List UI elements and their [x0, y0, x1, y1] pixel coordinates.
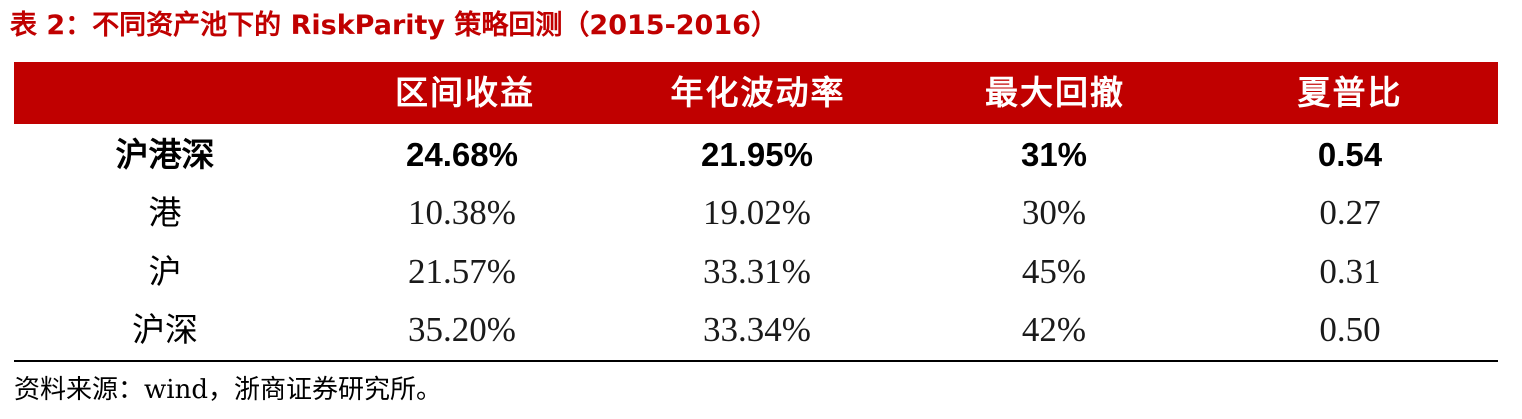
table-bottom-rule — [14, 360, 1498, 362]
cell-sharpe-ratio: 0.50 — [1319, 310, 1381, 349]
cell-max-drawdown: 30% — [1021, 193, 1087, 232]
cell-interval-return: 24.68% — [406, 136, 518, 173]
row-label: 港 — [148, 193, 182, 232]
header-annual-volatility: 年化波动率 — [670, 73, 846, 112]
cell-annual-volatility: 21.95% — [701, 136, 813, 173]
cell-interval-return: 10.38% — [408, 193, 516, 232]
header-sharpe-ratio: 夏普比 — [1297, 73, 1403, 112]
source-note: 资料来源：wind，浙商证券研究所。 — [14, 375, 442, 405]
table-title: 表 2：不同资产池下的 RiskParity 策略回测（2015-2016） — [10, 10, 778, 41]
row-label: 沪深 — [132, 310, 198, 349]
cell-interval-return: 21.57% — [408, 252, 516, 291]
cell-sharpe-ratio: 0.31 — [1319, 252, 1381, 291]
cell-max-drawdown: 42% — [1021, 310, 1087, 349]
row-label: 沪港深 — [115, 135, 215, 174]
table-header-band — [14, 62, 1498, 124]
cell-max-drawdown: 31% — [1020, 136, 1088, 173]
cell-max-drawdown: 45% — [1021, 252, 1087, 291]
cell-interval-return: 35.20% — [408, 310, 516, 349]
cell-sharpe-ratio: 0.27 — [1319, 193, 1381, 232]
header-max-drawdown: 最大回撤 — [985, 73, 1125, 112]
cell-annual-volatility: 33.34% — [703, 310, 811, 349]
header-interval-return: 区间收益 — [395, 73, 535, 112]
cell-annual-volatility: 19.02% — [703, 193, 811, 232]
row-label: 沪 — [148, 252, 182, 291]
cell-sharpe-ratio: 0.54 — [1317, 136, 1383, 173]
cell-annual-volatility: 33.31% — [703, 252, 811, 291]
